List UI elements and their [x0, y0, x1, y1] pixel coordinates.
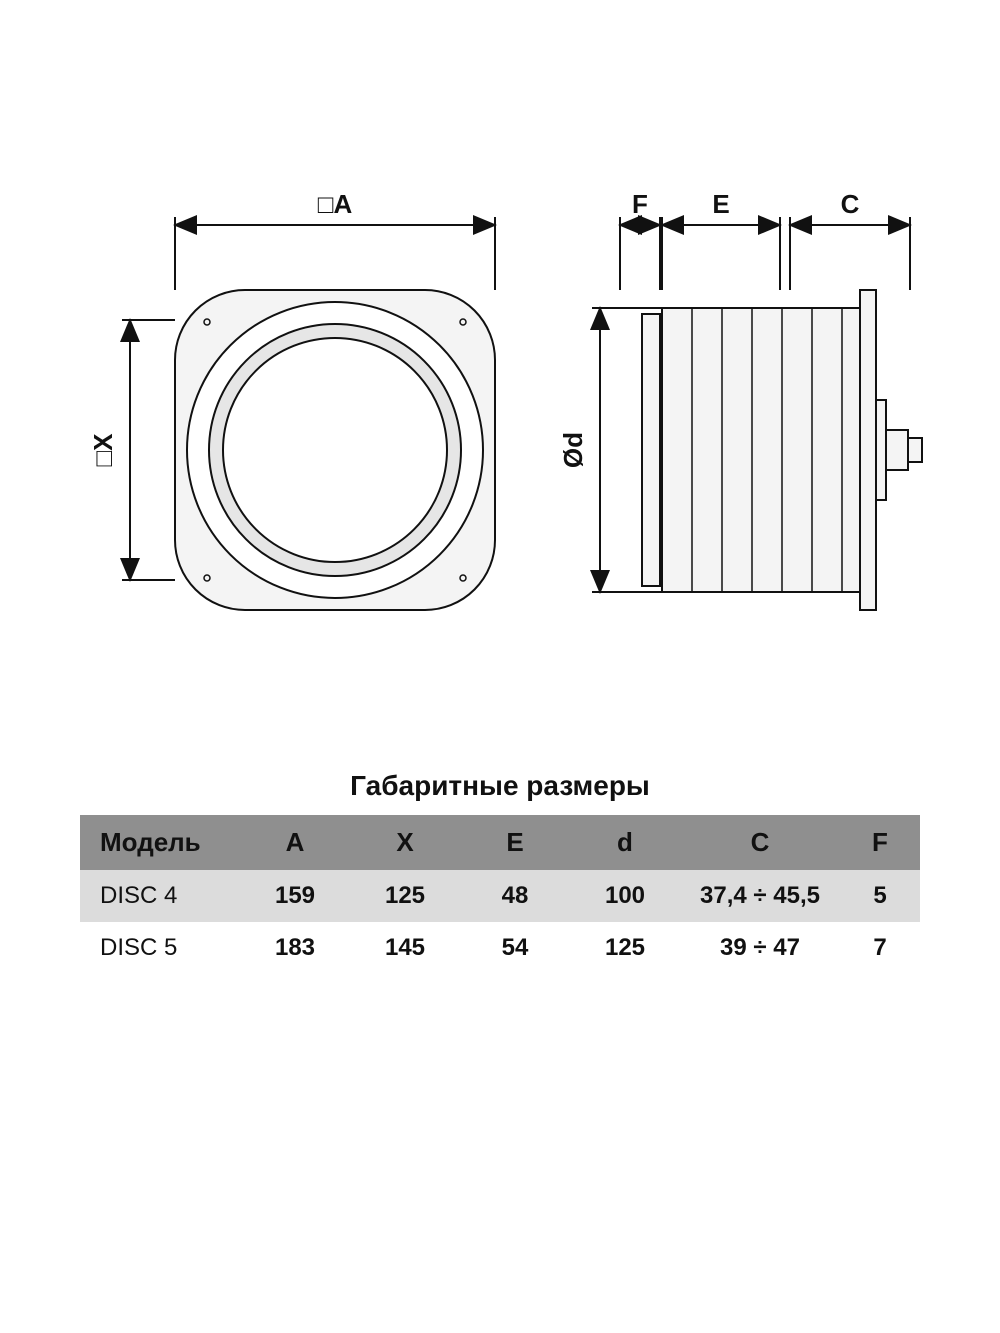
- svg-text:□X: □X: [88, 433, 118, 467]
- svg-text:□A: □A: [318, 189, 353, 219]
- value-cell: 125: [350, 870, 460, 922]
- dimensions-table: МодельAXEdCFDISC 41591254810037,4 ÷ 45,5…: [80, 815, 920, 974]
- value-cell: 159: [240, 870, 350, 922]
- section-title: Габаритные размеры: [0, 770, 1000, 802]
- model-cell: DISC 4: [80, 870, 240, 922]
- table-row: DISC 41591254810037,4 ÷ 45,55: [80, 870, 920, 922]
- value-cell: 100: [570, 870, 680, 922]
- col-header: X: [350, 815, 460, 870]
- col-header: E: [460, 815, 570, 870]
- value-cell: 37,4 ÷ 45,5: [680, 870, 840, 922]
- value-cell: 125: [570, 922, 680, 974]
- col-header: A: [240, 815, 350, 870]
- svg-text:F: F: [632, 189, 648, 219]
- svg-text:Ød: Ød: [558, 432, 588, 468]
- value-cell: 145: [350, 922, 460, 974]
- model-cell: DISC 5: [80, 922, 240, 974]
- value-cell: 39 ÷ 47: [680, 922, 840, 974]
- table-row: DISC 51831455412539 ÷ 477: [80, 922, 920, 974]
- svg-text:C: C: [841, 189, 860, 219]
- col-header: Модель: [80, 815, 240, 870]
- drawing-canvas: □A□XFECØd Габаритные размеры МодельAXEdC…: [0, 0, 1000, 1333]
- value-cell: 54: [460, 922, 570, 974]
- value-cell: 5: [840, 870, 920, 922]
- svg-text:E: E: [712, 189, 729, 219]
- col-header: C: [680, 815, 840, 870]
- value-cell: 48: [460, 870, 570, 922]
- value-cell: 7: [840, 922, 920, 974]
- technical-drawing: □A □X F E C Ød: [0, 0, 1000, 760]
- col-header: d: [570, 815, 680, 870]
- col-header: F: [840, 815, 920, 870]
- value-cell: 183: [240, 922, 350, 974]
